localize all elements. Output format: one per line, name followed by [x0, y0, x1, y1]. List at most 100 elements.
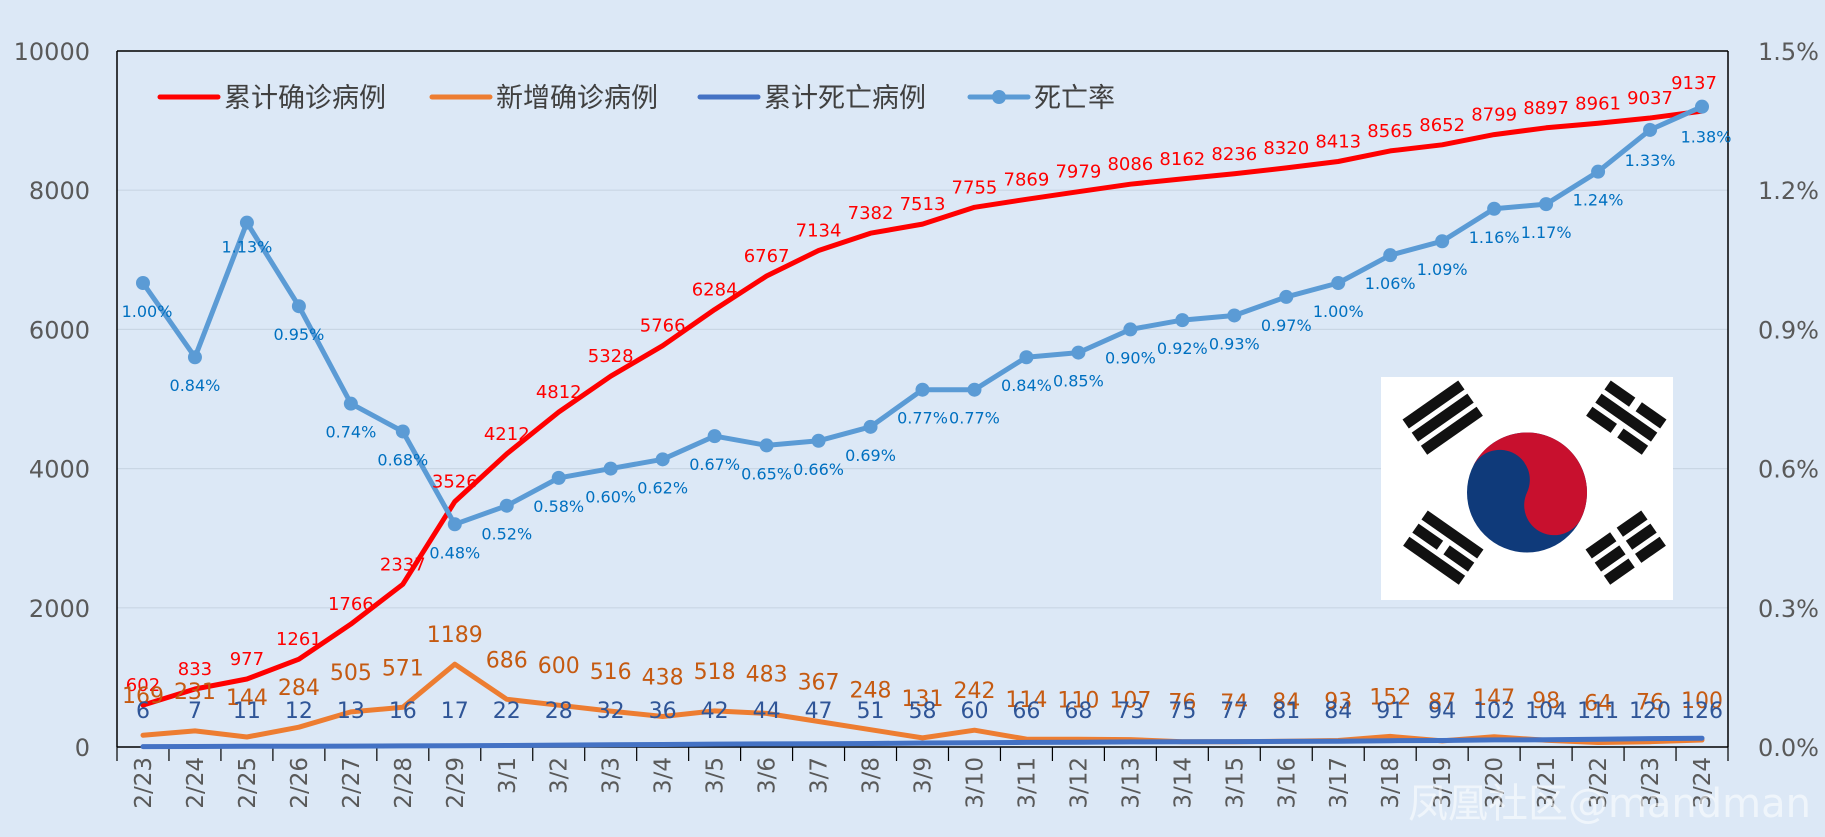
x-tick-label: 2/27 — [339, 757, 365, 809]
rate-label: 0.93% — [1209, 334, 1260, 353]
trigram-bar — [1635, 402, 1667, 429]
x-tick-label: 3/3 — [599, 757, 625, 794]
new-cases-label: 76 — [1168, 691, 1196, 716]
deaths-label: 68 — [1064, 699, 1092, 724]
deaths-label: 120 — [1629, 699, 1671, 724]
trigram — [1585, 510, 1666, 585]
rate-marker — [1227, 308, 1242, 323]
deaths-label: 7 — [188, 699, 202, 724]
x-tick-label: 3/20 — [1482, 757, 1508, 809]
cumulative-label: 602 — [126, 675, 160, 696]
x-tick-label: 3/13 — [1118, 757, 1144, 809]
trigram-bar — [1617, 428, 1649, 455]
x-tick-label: 3/4 — [651, 757, 677, 794]
rate-marker — [1591, 164, 1606, 179]
rate-marker — [1539, 197, 1554, 212]
y-left-tick-label: 0 — [75, 734, 90, 762]
rate-label: 0.52% — [481, 525, 532, 544]
y-left-tick-label: 6000 — [29, 316, 90, 344]
new-cases-label: 64 — [1584, 692, 1612, 717]
rate-marker — [1487, 201, 1502, 216]
rate-marker — [1695, 99, 1710, 114]
rate-label: 1.24% — [1573, 191, 1624, 210]
cumulative-label: 7382 — [848, 203, 894, 224]
y-right-tick-label: 0.6% — [1758, 456, 1819, 484]
new-cases-label: 74 — [1220, 691, 1248, 716]
rate-marker — [135, 276, 150, 290]
rate-marker — [395, 424, 410, 439]
deaths-label: 36 — [649, 699, 677, 724]
new-cases-label: 110 — [1057, 688, 1099, 713]
rate-marker — [187, 350, 202, 365]
new-cases-label: 147 — [1473, 686, 1515, 711]
rate-marker — [915, 382, 930, 397]
new-cases-label: 1189 — [427, 623, 483, 648]
deaths-label: 17 — [441, 699, 469, 724]
cumulative-label: 977 — [230, 649, 264, 670]
trigram-bar — [1603, 558, 1635, 585]
rate-marker — [551, 470, 566, 485]
legend-marker — [992, 90, 1006, 104]
new-cases-label: 571 — [382, 656, 424, 681]
x-tick-label: 3/8 — [859, 757, 885, 794]
new-cases-label: 87 — [1428, 690, 1456, 715]
rate-label: 0.66% — [793, 460, 844, 479]
deaths-label: 91 — [1376, 699, 1404, 724]
new-cases-label: 152 — [1369, 685, 1411, 710]
y-right-tick-label: 0.9% — [1758, 316, 1819, 344]
series-layer — [135, 99, 1710, 750]
axes: 0 2000 4000 6000 8000 10000 0.0% 0.3% 0.6% 0.9% 1.… — [14, 38, 1819, 809]
rate-label: 0.58% — [533, 497, 584, 516]
y-left-tick-label: 4000 — [29, 456, 90, 484]
x-tick-label: 2/23 — [131, 757, 157, 809]
deaths-label: 28 — [545, 699, 573, 724]
cumulative-label: 7513 — [900, 194, 946, 215]
new-cases-label: 131 — [902, 687, 944, 712]
deaths-label: 66 — [1012, 699, 1040, 724]
rate-marker — [1019, 350, 1034, 365]
new-cases-label: 98 — [1532, 689, 1560, 714]
trigram-bar — [1604, 380, 1636, 407]
deaths-label: 75 — [1168, 699, 1196, 724]
rate-marker — [863, 419, 878, 434]
watermark: 凤凰社区@mandman — [1407, 781, 1811, 827]
deaths-label: 32 — [597, 699, 625, 724]
y-right-tick-label: 0.3% — [1758, 595, 1819, 623]
cumulative-label: 8565 — [1367, 121, 1413, 142]
y-right-tick-label: 0.0% — [1758, 734, 1819, 762]
x-tick-label: 3/14 — [1170, 757, 1196, 809]
trigram-bar — [1403, 536, 1466, 585]
cumulative-label: 5328 — [588, 346, 634, 367]
new-cases-label: 505 — [330, 661, 372, 686]
rate-label: 1.06% — [1365, 274, 1416, 293]
deaths-label: 60 — [960, 699, 988, 724]
deaths-label: 13 — [337, 699, 365, 724]
x-tick-label: 3/15 — [1222, 757, 1248, 809]
new-cases-label: 248 — [850, 679, 892, 704]
rate-label: 0.48% — [429, 543, 480, 562]
trigram-bar — [1586, 406, 1617, 433]
deaths-label: 94 — [1428, 699, 1456, 724]
new-cases-label: 600 — [538, 654, 580, 679]
cumulative-label: 7869 — [1004, 169, 1050, 190]
trigram-bar — [1411, 393, 1474, 442]
cumulative-label: 9137 — [1671, 73, 1717, 94]
deaths-label: 58 — [909, 699, 937, 724]
deaths-label: 16 — [389, 699, 417, 724]
rate-label: 0.85% — [1053, 372, 1104, 391]
cumulative-label: 2337 — [380, 554, 426, 575]
rate-marker — [1071, 345, 1086, 360]
rate-label: 1.00% — [122, 302, 173, 321]
deaths-label: 6 — [136, 699, 150, 724]
x-tick-label: 3/18 — [1378, 757, 1404, 809]
cumulative-label: 8320 — [1263, 138, 1309, 159]
deaths-label: 12 — [285, 699, 313, 724]
rate-label: 1.17% — [1521, 223, 1572, 242]
rate-label: 1.09% — [1417, 260, 1468, 279]
cumulative-label: 4212 — [484, 424, 530, 445]
cumulative-label: 8236 — [1211, 144, 1257, 165]
x-tick-label: 2/29 — [443, 757, 469, 809]
rate-label: 0.69% — [845, 446, 896, 465]
